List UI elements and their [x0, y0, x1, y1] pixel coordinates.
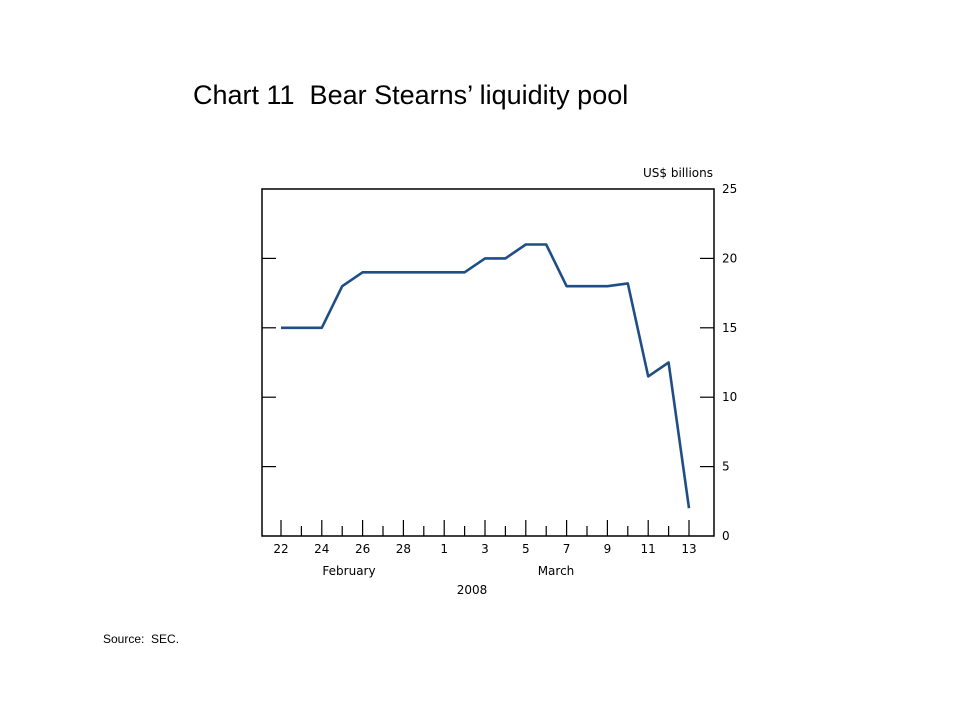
chart-title: Chart 11 Bear Stearns’ liquidity pool [193, 80, 629, 110]
y-tick-label: 25 [722, 182, 737, 196]
x-tick-label: 13 [681, 542, 696, 556]
month-label-march: March [538, 564, 575, 578]
y-tick-label: 20 [722, 251, 737, 265]
y-tick-label: 15 [722, 321, 737, 335]
x-tick-label: 5 [522, 542, 530, 556]
y-tick-label: 10 [722, 390, 737, 404]
x-tick-label: 9 [604, 542, 612, 556]
x-tick-label: 28 [396, 542, 411, 556]
y-tick-label: 5 [722, 460, 730, 474]
series-line [281, 243, 691, 509]
x-tick-label: 26 [355, 542, 370, 556]
x-tick-label: 3 [481, 542, 489, 556]
plot-frame [261, 188, 715, 537]
source-note: Source: SEC. [103, 632, 180, 646]
year-label: 2008 [457, 583, 488, 597]
x-tick-label: 7 [563, 542, 571, 556]
y-axis-label: US$ billions [643, 166, 713, 180]
month-label-february: February [322, 564, 375, 578]
y-tick-label: 0 [722, 529, 730, 543]
x-tick-label: 1 [440, 542, 448, 556]
x-tick-label: 24 [314, 542, 329, 556]
x-tick-label: 22 [273, 542, 288, 556]
x-tick-label: 11 [641, 542, 656, 556]
